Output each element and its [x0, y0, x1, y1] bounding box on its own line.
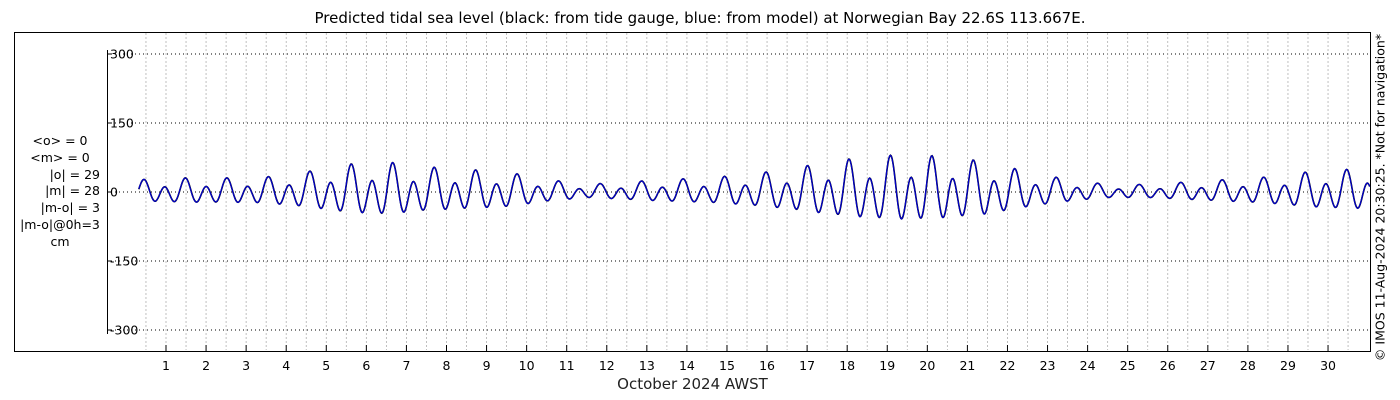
x-tick-label: 28: [1240, 358, 1256, 373]
x-axis-label: October 2024 AWST: [617, 375, 768, 393]
x-tick-label: 14: [679, 358, 695, 373]
x-tick-label: 11: [559, 358, 575, 373]
x-tick-label: 10: [519, 358, 535, 373]
x-tick-label: 29: [1280, 358, 1296, 373]
x-tick-label: 8: [443, 358, 451, 373]
y-tick-label: 300: [110, 47, 134, 62]
y-tick-label: -150: [110, 254, 138, 269]
stat-mean-obs: <o> = 0: [32, 133, 88, 148]
stat-abs-model: |m| = 28: [45, 183, 100, 199]
stat-abs-obs: |o| = 29: [49, 166, 100, 182]
grid-lines: [107, 33, 1370, 350]
chart-title: Predicted tidal sea level (black: from t…: [314, 9, 1086, 27]
x-tick-label: 9: [483, 358, 491, 373]
axes: [107, 50, 1329, 351]
stat-unit: cm: [50, 233, 70, 249]
x-tick-label: 30: [1320, 358, 1336, 373]
x-tick-label: 7: [402, 358, 410, 373]
x-tick-label: 13: [639, 358, 655, 373]
x-tick-label: 21: [959, 358, 975, 373]
stat-diff-0h: |m-o|@0h=3: [20, 216, 100, 232]
x-tick-labels: 1 2 3 4 5 6 7 8 9 10 11 12 13 14 15 16 17 18 19 20 21 22 23 24 2…: [162, 358, 1336, 373]
series-model: [138, 154, 1371, 220]
x-tick-label: 16: [759, 358, 775, 373]
stat-abs-diff: |m-o| = 3: [40, 200, 100, 216]
x-tick-label: 25: [1120, 358, 1136, 373]
series-group: [138, 154, 1371, 220]
x-tick-label: 24: [1080, 358, 1096, 373]
x-tick-label: 15: [719, 358, 735, 373]
y-tick-label: 0: [110, 185, 118, 200]
x-tick-label: 4: [282, 358, 290, 373]
stat-mean-model: <m> = 0: [30, 149, 90, 165]
x-tick-label: 3: [242, 358, 250, 373]
x-tick-label: 19: [879, 358, 895, 373]
x-tick-label: 1: [162, 358, 170, 373]
y-tick-label: -300: [110, 323, 138, 338]
x-tick-label: 6: [362, 358, 370, 373]
x-tick-label: 12: [599, 358, 615, 373]
y-tick-labels: 300 150 0 -150 -300: [110, 47, 138, 338]
y-tick-label: 150: [110, 116, 134, 131]
stats-panel: <o> = 0 <m> = 0 |o| = 29 |m| = 28 |m-o| …: [14, 133, 106, 251]
x-tick-label: 27: [1200, 358, 1216, 373]
x-tick-label: 20: [919, 358, 935, 373]
x-tick-label: 22: [1000, 358, 1016, 373]
plot-frame: [14, 32, 1371, 352]
x-tick-label: 2: [202, 358, 210, 373]
x-tick-label: 5: [322, 358, 330, 373]
copyright-note: © IMOS 11-Aug-2024 20:30:25. *Not for na…: [1372, 33, 1388, 362]
x-tick-label: 18: [839, 358, 855, 373]
x-tick-label: 26: [1160, 358, 1176, 373]
x-tick-label: 17: [799, 358, 815, 373]
x-tick-label: 23: [1040, 358, 1056, 373]
